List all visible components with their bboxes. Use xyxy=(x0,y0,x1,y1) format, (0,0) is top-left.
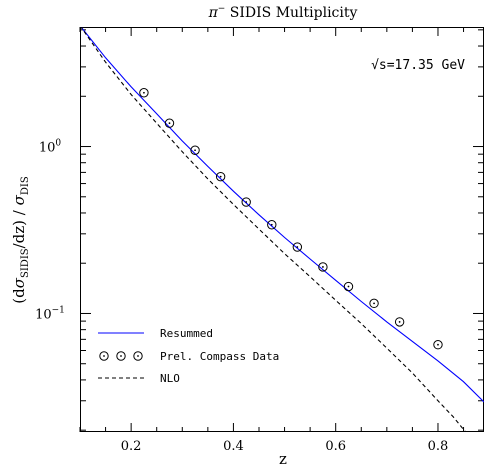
data-point xyxy=(164,118,175,128)
data-point-dot xyxy=(322,266,324,268)
data-point xyxy=(343,281,354,292)
legend-item: NLO xyxy=(98,372,180,385)
series-group xyxy=(80,27,484,432)
data-point xyxy=(267,220,277,230)
legend-marker xyxy=(99,351,109,361)
chart-title-rest: SIDIS Multiplicity xyxy=(225,5,357,21)
data-point xyxy=(241,197,251,207)
legend-marker-dot xyxy=(103,355,105,357)
data-point-dot xyxy=(373,302,375,305)
data-point xyxy=(139,88,149,98)
chart-title-base: π xyxy=(208,5,219,21)
legend-item: Resummed xyxy=(98,327,213,340)
nlo-curve xyxy=(80,27,467,432)
data-point-ring xyxy=(139,88,149,98)
data-point-dot xyxy=(219,175,222,178)
data-point xyxy=(433,340,443,350)
y-axis-label-sigma2: σ xyxy=(10,194,28,205)
data-point-ring xyxy=(292,242,303,252)
chart-title-sup: − xyxy=(218,4,226,14)
data-point-dot xyxy=(245,201,248,203)
data-point xyxy=(190,145,200,155)
data-point-dot xyxy=(270,223,273,226)
legend-label: Prel. Compass Data xyxy=(160,350,279,363)
data-point-dot xyxy=(398,321,401,323)
data-point-dot xyxy=(168,122,171,125)
y-axis-label: (dσSIDIS/dz) / σDIS xyxy=(10,176,31,304)
y-tick-label: 100 xyxy=(39,139,62,156)
data-point xyxy=(215,171,226,182)
legend-marker-dot xyxy=(137,355,139,357)
y-axis-label-open: (d xyxy=(10,288,28,304)
x-tick-label: 0.6 xyxy=(325,439,346,454)
data-point xyxy=(318,262,328,272)
legend-label: NLO xyxy=(160,372,180,385)
legend-marker xyxy=(116,351,126,361)
x-axis-label: z xyxy=(279,450,287,466)
y-tick-label: 10−1 xyxy=(35,305,65,322)
x-tick-label: 0.8 xyxy=(428,439,449,454)
data-point xyxy=(394,317,405,327)
y-axis-label-sub1: SIDIS xyxy=(20,248,31,278)
data-point-ring xyxy=(433,340,443,350)
y-axis-label-sigma1: σ xyxy=(10,277,28,288)
data-point-ring xyxy=(267,220,277,230)
data-point xyxy=(292,242,303,252)
plot-frame xyxy=(80,27,484,432)
legend: Resummed Prel. Compass Data NLO xyxy=(98,327,279,385)
legend-marker-dot xyxy=(120,355,122,357)
data-point-ring xyxy=(318,262,328,272)
resummed-curve xyxy=(80,27,484,403)
data-point-dot xyxy=(194,149,196,152)
data-point-ring xyxy=(190,145,200,155)
data-point-ring xyxy=(215,171,226,182)
legend-label: Resummed xyxy=(160,327,213,340)
data-point-ring xyxy=(369,298,379,309)
legend-item: Prel. Compass Data xyxy=(99,350,279,363)
data-point-ring xyxy=(343,281,354,292)
data-point-dot xyxy=(347,285,350,288)
plot-area: 0.2 0.4 0.6 0.8 100 10−1 xyxy=(35,27,484,454)
data-point-ring xyxy=(164,118,175,128)
data-point-ring xyxy=(241,197,251,207)
data-point xyxy=(369,298,379,309)
y-axis-label-mid: /dz) / xyxy=(10,205,28,248)
legend-marker xyxy=(133,351,143,361)
data-point-ring xyxy=(394,317,405,327)
chart-title: π− SIDIS Multiplicity xyxy=(208,4,358,21)
x-tick-label: 0.2 xyxy=(121,439,142,454)
y-axis-label-sub2: DIS xyxy=(20,176,31,195)
data-point-dot xyxy=(437,343,439,346)
x-tick-label: 0.4 xyxy=(223,439,244,454)
energy-annotation: √s=17.35 GeV xyxy=(371,58,465,73)
data-point-dot xyxy=(296,246,299,248)
data-point-dot xyxy=(143,91,145,94)
